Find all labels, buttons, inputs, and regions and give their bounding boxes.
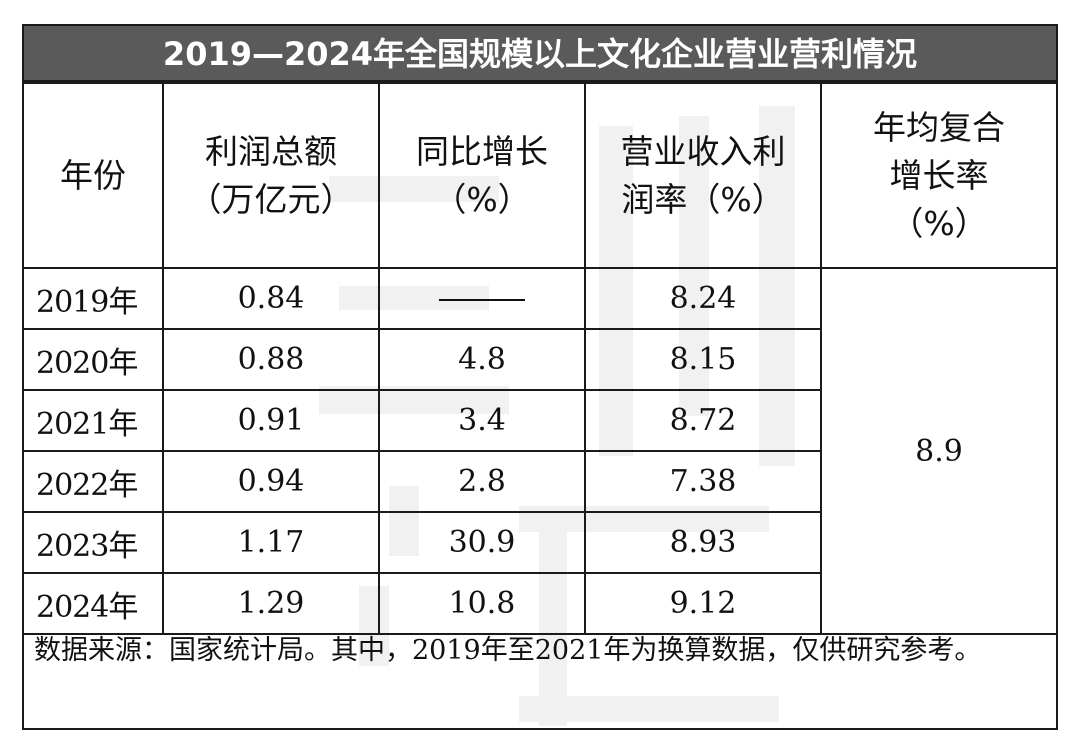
table-frame: 2019—2024年全国规模以上文化企业营业营利情况 年份 利润总额 （万亿元）…	[22, 24, 1058, 730]
cell-profit: 1.17	[162, 511, 380, 574]
header-profit: 利润总额 （万亿元）	[162, 82, 380, 269]
cell-year: 2022年	[24, 450, 164, 513]
header-year-label: 年份	[60, 155, 126, 195]
cell-growth: 3.4	[378, 389, 586, 452]
cell-year: 2024年	[24, 572, 164, 635]
source-note: 数据来源：国家统计局。其中，2019年至2021年为换算数据，仅供研究参考。	[34, 635, 982, 666]
header-profit-line2: （万亿元）	[188, 179, 354, 219]
cell-profit: 0.91	[162, 389, 380, 452]
cell-profit: 1.29	[162, 572, 380, 635]
cell-year: 2021年	[24, 389, 164, 452]
cell-year: 2019年	[24, 267, 164, 330]
cell-margin: 8.72	[584, 389, 821, 452]
cell-year: 2023年	[24, 511, 164, 574]
cell-margin: 7.38	[584, 450, 821, 513]
cell-profit: 0.84	[162, 267, 380, 330]
header-margin-line1: 营业收入利	[620, 131, 786, 171]
cell-growth: 10.8	[378, 572, 586, 635]
cell-growth: 2.8	[378, 450, 586, 513]
table-row: 2023年 1.17 30.9 8.93	[24, 511, 1056, 574]
header-cagr-line2: 增长率	[889, 155, 989, 195]
header-cagr: 年均复合 增长率 （%）	[820, 82, 1056, 269]
cell-year: 2020年	[24, 328, 164, 391]
header-growth: 同比增长 （%）	[378, 82, 586, 269]
table-row: 2019年 0.84 8.24 8.9	[24, 267, 1056, 635]
table-row: 2022年 0.94 2.8 7.38	[24, 450, 1056, 513]
header-row: 年份 利润总额 （万亿元） 同比增长 （%） 营业收入利 润率（%） 年均复合 …	[24, 82, 1056, 269]
cell-margin: 8.24	[584, 267, 822, 330]
header-cagr-line1: 年均复合	[873, 107, 1005, 147]
table-row: 2024年 1.29 10.8 9.12	[24, 572, 1056, 635]
header-year: 年份	[24, 82, 164, 269]
no-data-dash	[439, 299, 525, 301]
cell-growth: 4.8	[378, 328, 586, 391]
header-growth-line1: 同比增长	[416, 131, 548, 171]
cell-margin: 9.12	[584, 572, 821, 635]
header-profit-line1: 利润总额	[205, 131, 337, 171]
cell-profit: 0.88	[162, 328, 380, 391]
cell-cagr: 8.9	[820, 267, 1056, 635]
header-margin-line2: 润率（%）	[621, 179, 785, 219]
data-table: 年份 利润总额 （万亿元） 同比增长 （%） 营业收入利 润率（%） 年均复合 …	[24, 82, 1056, 635]
header-growth-line2: （%）	[433, 179, 531, 219]
table-title: 2019—2024年全国规模以上文化企业营业营利情况	[24, 26, 1056, 82]
header-cagr-line3: （%）	[890, 203, 988, 243]
cell-growth: 30.9	[378, 511, 586, 574]
cell-growth	[378, 267, 586, 330]
table-row: 2020年 0.88 4.8 8.15	[24, 328, 1056, 391]
cell-margin: 8.93	[584, 511, 821, 574]
header-margin: 营业收入利 润率（%）	[584, 82, 822, 269]
table-row: 2021年 0.91 3.4 8.72	[24, 389, 1056, 452]
cell-margin: 8.15	[584, 328, 821, 391]
cell-profit: 0.94	[162, 450, 380, 513]
